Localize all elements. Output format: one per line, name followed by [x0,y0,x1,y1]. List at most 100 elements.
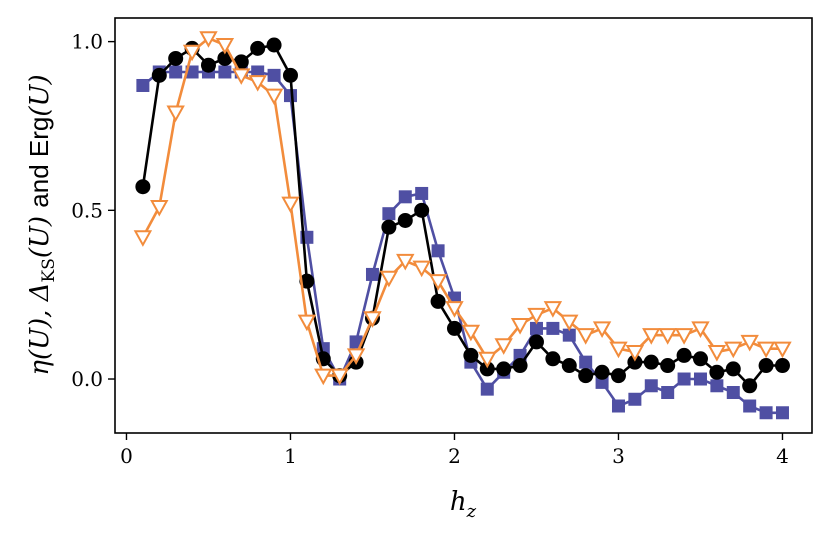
y-tick-label: 1.0 [71,30,103,54]
data-point [232,68,251,85]
data-point [379,270,399,288]
x-tick-label: 3 [612,444,625,468]
data-point [135,179,151,195]
data-point [594,364,610,380]
data-point [774,358,790,374]
data-point [264,88,284,106]
data-point [627,354,643,370]
data-point [528,334,544,350]
data-point [415,186,429,200]
data-point [759,406,773,420]
data-point [691,321,710,338]
data-point [233,54,249,70]
data-point [625,345,645,362]
series-layer [133,31,792,420]
data-point [709,364,725,380]
data-point [282,67,298,83]
data-point [431,244,445,258]
ticks-layer: 0 1 2 3 4 0.0 0.5 1.0 [71,30,789,468]
data-point [609,341,628,359]
data-point [200,57,216,73]
data-point [133,230,153,247]
x-tick-label: 1 [284,444,297,468]
data-point [529,321,543,335]
data-point [576,328,595,345]
data-point [674,328,694,345]
data-point [217,50,233,66]
data-point [199,31,218,48]
data-point [724,341,743,359]
data-point [773,341,792,359]
data-point [496,361,512,377]
data-point [397,212,413,228]
data-point [677,372,691,386]
series-2 [135,37,790,394]
data-point [579,355,593,369]
data-point [463,347,479,363]
data-point [169,65,183,79]
data-point [412,260,431,278]
data-point [166,105,185,123]
series-2-line [141,43,783,388]
data-point [611,399,625,413]
data-point [726,386,740,400]
data-point [743,399,757,413]
data-point [314,368,333,386]
data-point [642,328,661,345]
data-point [414,202,430,218]
data-point [283,89,297,103]
data-point [330,368,349,386]
data-point [661,386,675,400]
data-point [281,196,300,214]
data-point [543,301,563,318]
data-point [182,44,202,62]
data-point [365,267,379,281]
data-point [250,40,266,56]
data-point [266,37,282,53]
data-point [740,334,759,352]
plot-frame [114,17,813,434]
data-point [215,37,235,55]
data-point [299,273,315,289]
data-point [775,406,789,420]
data-point [644,379,658,393]
data-point [643,354,659,370]
data-point [758,358,774,374]
series-3 [133,31,792,386]
data-point [218,65,232,79]
data-point [494,338,513,355]
data-point [693,372,707,386]
data-point [578,368,594,384]
data-point [560,314,579,332]
data-point [267,68,281,82]
x-tick-label: 0 [120,444,133,468]
data-point [398,190,412,204]
data-point [363,311,382,328]
data-point [527,307,546,325]
data-point [595,375,609,389]
data-point [430,293,446,309]
data-point [428,274,448,291]
data-point [136,78,150,92]
data-point [480,382,494,396]
data-point [151,67,167,83]
data-point [546,321,560,335]
data-point [512,358,528,374]
y-tick-label: 0.0 [71,367,103,391]
data-point [461,324,481,342]
data-point [592,321,612,338]
data-point [725,361,741,377]
x-tick-label: 4 [776,444,789,468]
data-point [297,314,317,332]
data-point [545,351,561,367]
y-tick-label: 0.5 [71,198,103,222]
data-point [658,328,677,345]
data-point [676,347,692,363]
data-point [382,207,396,221]
data-point [381,219,397,235]
data-point [168,50,184,66]
data-point [396,253,415,271]
y-axis-label: η(U), ΔKS(U) and Erg(U) [24,74,59,375]
data-point [561,358,577,374]
